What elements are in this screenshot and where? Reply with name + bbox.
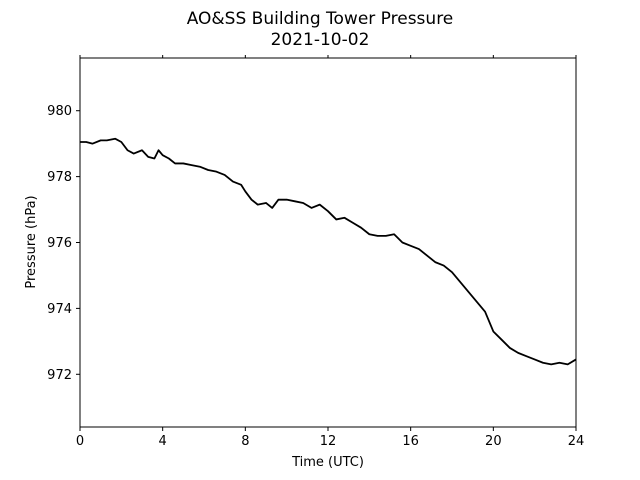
pressure-series-line-0 [80, 137, 577, 366]
x-tick-label: 12 [320, 434, 337, 449]
y-tick-label: 978 [47, 170, 72, 185]
y-axis: 972 974 976 978 980 [47, 104, 80, 383]
chart-subtitle: 2021-10-02 [271, 30, 370, 50]
x-tick-label: 20 [485, 434, 502, 449]
y-axis-label: Pressure (hPa) [24, 195, 39, 288]
x-tick-label: 0 [76, 434, 84, 449]
x-tick-label: 24 [568, 434, 585, 449]
x-tick-label: 16 [402, 434, 419, 449]
x-axis-label: Time (UTC) [291, 455, 364, 470]
plot-frame [79, 57, 577, 428]
x-axis: 0 4 8 12 16 20 24 [76, 55, 584, 449]
x-tick-label: 4 [159, 434, 167, 449]
y-tick-label: 974 [47, 302, 72, 317]
x-tick-label: 8 [241, 434, 249, 449]
plot-area [79, 57, 577, 428]
y-tick-label: 980 [47, 104, 72, 119]
y-tick-label: 972 [47, 368, 72, 383]
y-tick-label: 976 [47, 236, 72, 251]
chart-title: AO&SS Building Tower Pressure [187, 9, 454, 29]
